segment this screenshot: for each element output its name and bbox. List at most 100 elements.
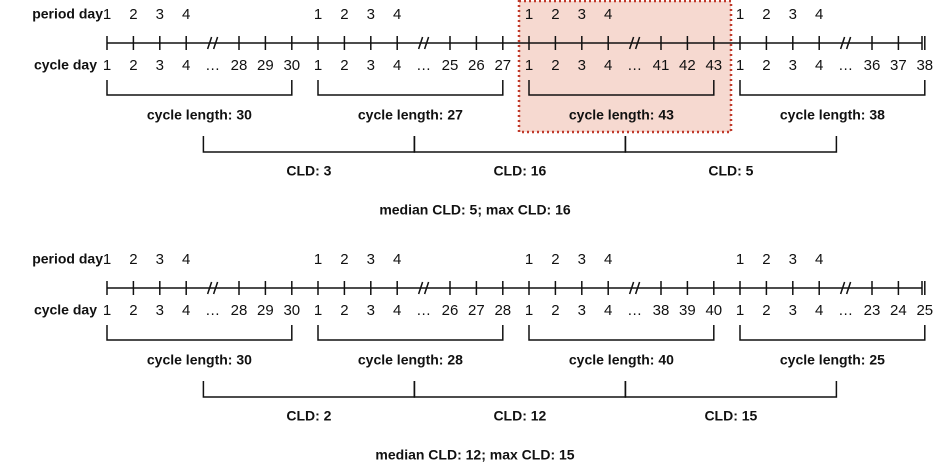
- cycle-day: 3: [789, 302, 797, 319]
- period-day: 1: [736, 251, 744, 268]
- period-day: 4: [815, 6, 823, 23]
- cycle-day: 2: [551, 302, 559, 319]
- cycle-bracket: [106, 80, 293, 96]
- cycle-day: 38: [653, 302, 670, 319]
- cycle-day: 3: [789, 57, 797, 74]
- cycle-day: 23: [864, 302, 881, 319]
- cycle-bracket: [528, 80, 715, 96]
- period-day: 1: [314, 6, 322, 23]
- cycle-length: cycle length: 30: [147, 107, 252, 123]
- cld-bracket: [413, 136, 627, 153]
- period-day: 4: [604, 6, 612, 23]
- axis-break: [206, 281, 213, 295]
- period-day: 1: [103, 251, 111, 268]
- period-day: 1: [314, 251, 322, 268]
- cycle-bracket: [739, 80, 926, 96]
- cld-bracket: [202, 136, 416, 153]
- cycle-length: cycle length: 30: [147, 352, 252, 368]
- row-label: period day: [32, 6, 103, 22]
- period-day: 4: [393, 251, 401, 268]
- period-day: 3: [156, 251, 164, 268]
- cycle-day: 3: [578, 57, 586, 74]
- cycle-day: 2: [129, 302, 137, 319]
- cycle-day: 41: [653, 57, 670, 74]
- cld-bracket: [624, 136, 838, 153]
- cycle-length: cycle length: 40: [569, 352, 674, 368]
- cycle-day: 3: [578, 302, 586, 319]
- axis-break: [845, 36, 852, 50]
- period-day: 3: [789, 6, 797, 23]
- period-day: 2: [340, 6, 348, 23]
- cycle-day: 3: [367, 302, 375, 319]
- period-day: 4: [604, 251, 612, 268]
- cycle-day: 40: [705, 302, 722, 319]
- period-day: 2: [551, 251, 559, 268]
- cycle-day: 24: [890, 302, 907, 319]
- cycle-day: …: [627, 302, 642, 319]
- period-day: 3: [367, 6, 375, 23]
- cycle-day: 2: [340, 57, 348, 74]
- axis-break: [212, 281, 219, 295]
- period-day: 4: [182, 6, 190, 23]
- cycle-day: 1: [736, 57, 744, 74]
- cycle-day: 1: [525, 302, 533, 319]
- summary: median CLD: 5; max CLD: 16: [379, 202, 571, 218]
- cycle-bracket: [528, 325, 715, 341]
- cld-label: CLD: 16: [493, 163, 546, 179]
- axis-break: [206, 36, 213, 50]
- cycle-day: …: [627, 57, 642, 74]
- cycle-day: 27: [468, 302, 485, 319]
- cycle-day: 4: [182, 302, 190, 319]
- cycle-day: 2: [551, 57, 559, 74]
- cycle-day: 42: [679, 57, 696, 74]
- cycle-day: 1: [525, 57, 533, 74]
- cycle-day: …: [838, 302, 853, 319]
- cycle-day: 2: [129, 57, 137, 74]
- period-day: 2: [340, 251, 348, 268]
- cycle-day: 38: [916, 57, 933, 74]
- row-label: cycle day: [34, 302, 97, 318]
- cycle-day: 29: [257, 302, 274, 319]
- period-day: 1: [525, 251, 533, 268]
- cycle-length: cycle length: 25: [780, 352, 885, 368]
- cycle-length: cycle length: 28: [358, 352, 463, 368]
- cycle-day: 37: [890, 57, 907, 74]
- cycle-day: 4: [604, 57, 612, 74]
- cycle-day: 4: [393, 57, 401, 74]
- period-day: 2: [762, 6, 770, 23]
- cycle-day: 1: [103, 57, 111, 74]
- cycle-day: 30: [283, 57, 300, 74]
- axis-break: [839, 281, 846, 295]
- axis-break: [423, 281, 430, 295]
- period-day: 4: [182, 251, 190, 268]
- cycle-day: 3: [367, 57, 375, 74]
- cycle-day: 1: [736, 302, 744, 319]
- cld-label: CLD: 3: [286, 163, 331, 179]
- cycle-day: 28: [494, 302, 511, 319]
- cld-label: CLD: 2: [286, 408, 331, 424]
- period-day: 2: [762, 251, 770, 268]
- period-day: 4: [393, 6, 401, 23]
- cycle-day: 36: [864, 57, 881, 74]
- cycle-day: …: [416, 57, 431, 74]
- axis-break: [423, 36, 430, 50]
- period-day: 2: [551, 6, 559, 23]
- cycle-day: 1: [314, 302, 322, 319]
- period-day: 3: [578, 251, 586, 268]
- cycle-day: 4: [393, 302, 401, 319]
- cld-label: CLD: 15: [704, 408, 757, 424]
- axis-break: [845, 281, 852, 295]
- axis-break: [212, 36, 219, 50]
- axis-break: [417, 36, 424, 50]
- period-day: 3: [789, 251, 797, 268]
- period-day: 3: [578, 6, 586, 23]
- period-day: 4: [815, 251, 823, 268]
- cycle-day: 39: [679, 302, 696, 319]
- cycle-bracket: [106, 325, 293, 341]
- cycle-day: 27: [494, 57, 511, 74]
- cycle-day: …: [838, 57, 853, 74]
- cycle-day: 4: [182, 57, 190, 74]
- row-label: cycle day: [34, 57, 97, 73]
- cycle-day: 3: [156, 302, 164, 319]
